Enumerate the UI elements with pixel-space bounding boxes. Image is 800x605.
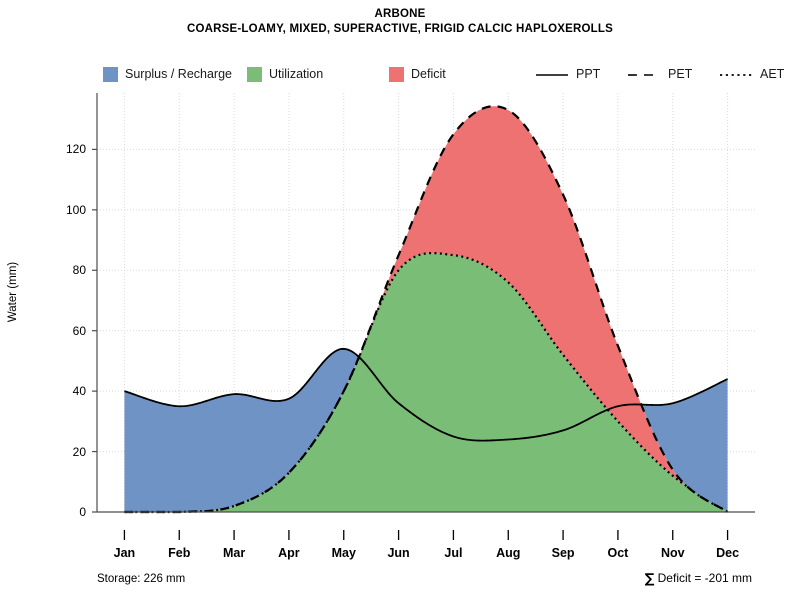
x-tick-label-jan: Jan: [113, 546, 136, 560]
legend-item-aet[interactable]: AET: [719, 62, 784, 86]
y-axis-title: Water (mm): [7, 261, 19, 323]
utilization-area: [183, 253, 727, 512]
y-tick-label: 40: [72, 384, 86, 399]
surplus-swatch-icon: [103, 66, 118, 82]
x-tick-label-jul: Jul: [444, 546, 463, 560]
pet-curve: [124, 105, 729, 514]
legend-label-surplus: Surplus / Recharge: [125, 67, 233, 81]
x-tick-label-may: May: [331, 546, 356, 560]
legend-item-utilization[interactable]: Utilization: [247, 62, 323, 86]
legend-label-aet: AET: [760, 67, 785, 81]
x-tick-label-mar: Mar: [222, 546, 246, 560]
x-tick-label-dec: Dec: [716, 546, 740, 560]
deficit-area: [345, 106, 687, 487]
x-tick-label-oct: Oct: [607, 546, 629, 560]
pet-line-icon: [627, 68, 661, 80]
surplus-area: [124, 348, 728, 512]
x-tick-label-aug: Aug: [496, 546, 521, 560]
x-tick-label-nov: Nov: [660, 546, 685, 560]
sigma-icon: ∑: [644, 571, 655, 587]
y-axis-ticks: 0 20 40 60 80 100 120: [50, 0, 86, 600]
y-tick-label: 100: [65, 202, 86, 217]
deficit-note: ∑ Deficit = -201 mm: [645, 571, 752, 587]
y-tick-label: 20: [72, 444, 86, 459]
ppt-line-icon: [535, 68, 569, 80]
chart-legend: Surplus / Recharge Utilization Deficit P…: [97, 62, 784, 86]
legend-item-pet[interactable]: PET: [627, 62, 692, 86]
chart-subtitle: COARSE-LOAMY, MIXED, SUPERACTIVE, FRIGID…: [186, 23, 614, 35]
ppt-curve: [124, 347, 728, 442]
utilization-swatch-icon: [247, 66, 262, 82]
y-tick-label: 0: [79, 505, 86, 519]
x-tick-label-jun: Jun: [387, 546, 410, 560]
storage-note: Storage: 226 mm: [97, 573, 186, 585]
x-tick-label-sep: Sep: [551, 546, 575, 560]
legend-label-ppt: PPT: [576, 67, 601, 81]
y-tick-label: 120: [65, 142, 86, 157]
deficit-note-text: Deficit = -201 mm: [657, 571, 752, 585]
legend-item-ppt[interactable]: PPT: [535, 62, 600, 86]
legend-label-pet: PET: [668, 67, 693, 81]
y-tick-label: 60: [72, 323, 86, 338]
legend-item-surplus[interactable]: Surplus / Recharge: [103, 62, 232, 86]
deficit-swatch-icon: [389, 66, 404, 82]
legend-item-deficit[interactable]: Deficit: [389, 62, 446, 86]
legend-label-deficit: Deficit: [411, 67, 446, 81]
x-tick-label-feb: Feb: [168, 546, 191, 560]
legend-label-utilization: Utilization: [269, 67, 324, 81]
chart-title-block: ARBONE COARSE-LOAMY, MIXED, SUPERACTIVE,…: [0, 7, 800, 37]
x-tick-label-apr: Apr: [278, 546, 300, 560]
y-tick-label: 80: [72, 263, 86, 278]
chart-title: ARBONE: [374, 8, 426, 20]
